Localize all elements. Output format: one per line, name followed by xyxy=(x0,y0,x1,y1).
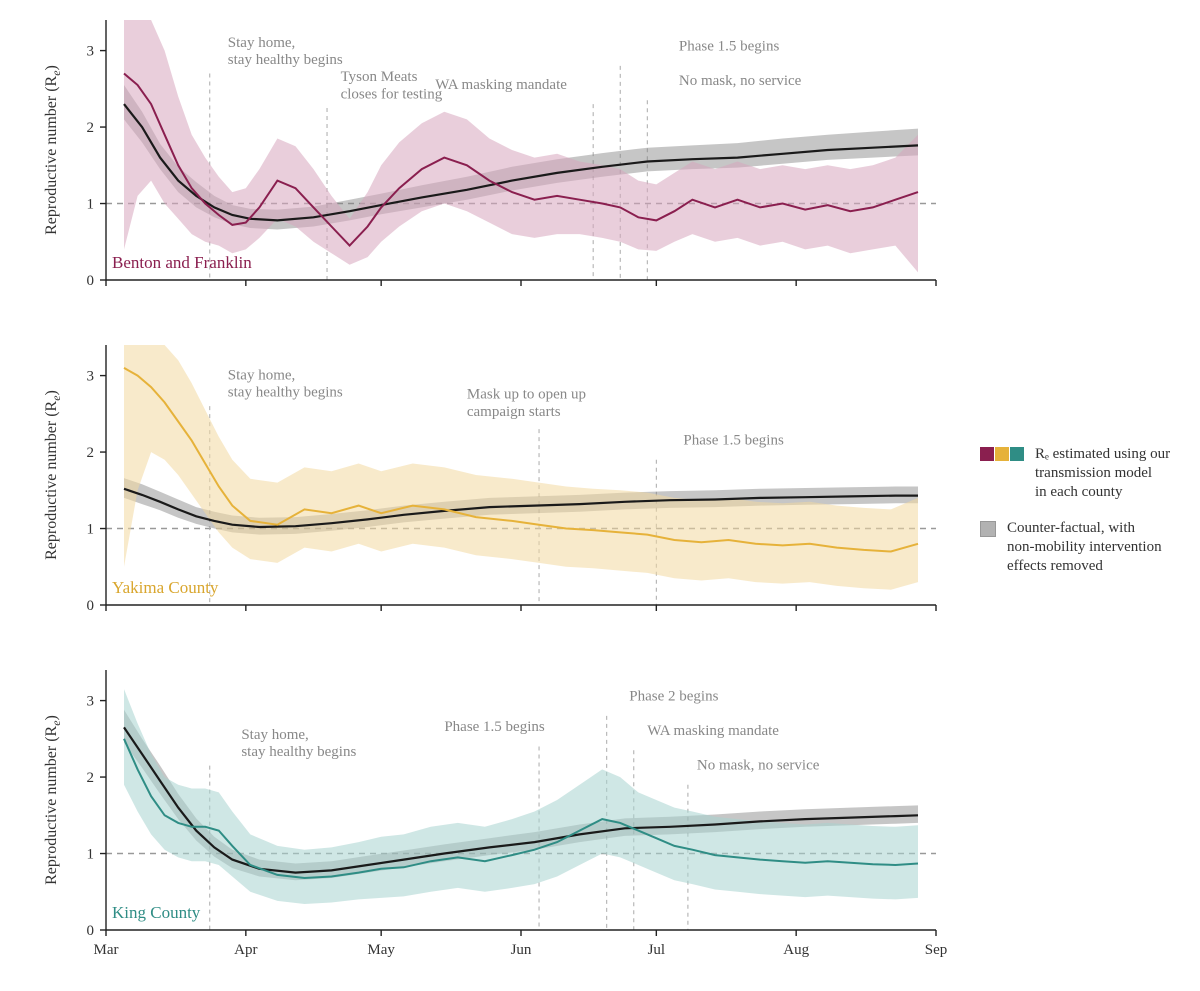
event-label: Stay home,stay healthy begins xyxy=(228,367,343,400)
panel-yakima: Stay home,stay healthy begins Mask up to … xyxy=(30,335,960,635)
y-tick-label: 1 xyxy=(87,847,95,863)
x-tick-label: Aug xyxy=(783,942,809,958)
event-label: WA masking mandate xyxy=(435,77,567,93)
legend-item-counterfactual: Counter-factual, withnon-mobility interv… xyxy=(980,519,1170,575)
panel-king: Stay home,stay healthy begins Phase 1.5 b… xyxy=(30,660,960,960)
x-tick-label: May xyxy=(367,942,395,958)
panel-title: Yakima County xyxy=(112,578,219,597)
panel-title: Benton and Franklin xyxy=(112,253,252,272)
legend-swatch xyxy=(1010,447,1024,461)
event-label: Tyson Meatscloses for testing xyxy=(341,69,443,102)
x-tick-label: Jul xyxy=(648,942,666,958)
event-label: WA masking mandate xyxy=(647,723,779,739)
legend-item-re: Rₑ estimated using ourtransmission model… xyxy=(980,445,1170,501)
event-label: No mask, no service xyxy=(679,73,802,89)
y-tick-label: 0 xyxy=(87,273,95,289)
y-tick-label: 2 xyxy=(87,120,95,136)
legend-text: Counter-factual, withnon-mobility interv… xyxy=(1007,519,1162,575)
figure-root: Stay home,stay healthy beginsTyson Meats… xyxy=(0,0,1200,991)
x-tick-label: Apr xyxy=(234,942,257,958)
y-tick-label: 0 xyxy=(87,923,95,939)
event-label: Stay home,stay healthy begins xyxy=(228,35,343,68)
y-tick-label: 3 xyxy=(87,694,95,710)
y-tick-label: 0 xyxy=(87,598,95,614)
y-tick-label: 2 xyxy=(87,770,95,786)
y-axis-label: Reproductive number (Re) xyxy=(43,715,63,885)
y-tick-label: 1 xyxy=(87,197,95,213)
legend: Rₑ estimated using ourtransmission model… xyxy=(980,445,1170,594)
y-tick-label: 2 xyxy=(87,445,95,461)
event-label: Phase 1.5 begins xyxy=(679,39,780,55)
event-label: Stay home,stay healthy begins xyxy=(241,727,356,760)
legend-text: Rₑ estimated using ourtransmission model… xyxy=(1035,445,1170,501)
x-tick-label: Mar xyxy=(94,942,119,958)
event-label: Phase 1.5 begins xyxy=(683,432,784,448)
event-label: Mask up to open upcampaign starts xyxy=(467,387,586,420)
y-tick-label: 3 xyxy=(87,44,95,60)
y-axis-label: Reproductive number (Re) xyxy=(43,390,63,560)
event-label: Phase 1.5 begins xyxy=(444,719,545,735)
event-label: Phase 2 begins xyxy=(629,689,718,705)
x-tick-label: Jun xyxy=(511,942,532,958)
legend-swatch xyxy=(995,447,1009,461)
y-axis-label: Reproductive number (Re) xyxy=(43,65,63,235)
y-tick-label: 3 xyxy=(87,369,95,385)
legend-swatch xyxy=(980,521,996,537)
legend-swatch xyxy=(980,447,994,461)
panel-benton: Stay home,stay healthy beginsTyson Meats… xyxy=(30,10,960,310)
panel-title: King County xyxy=(112,903,201,922)
event-label: No mask, no service xyxy=(697,757,820,773)
y-tick-label: 1 xyxy=(87,522,95,538)
x-tick-label: Sep xyxy=(925,942,948,958)
